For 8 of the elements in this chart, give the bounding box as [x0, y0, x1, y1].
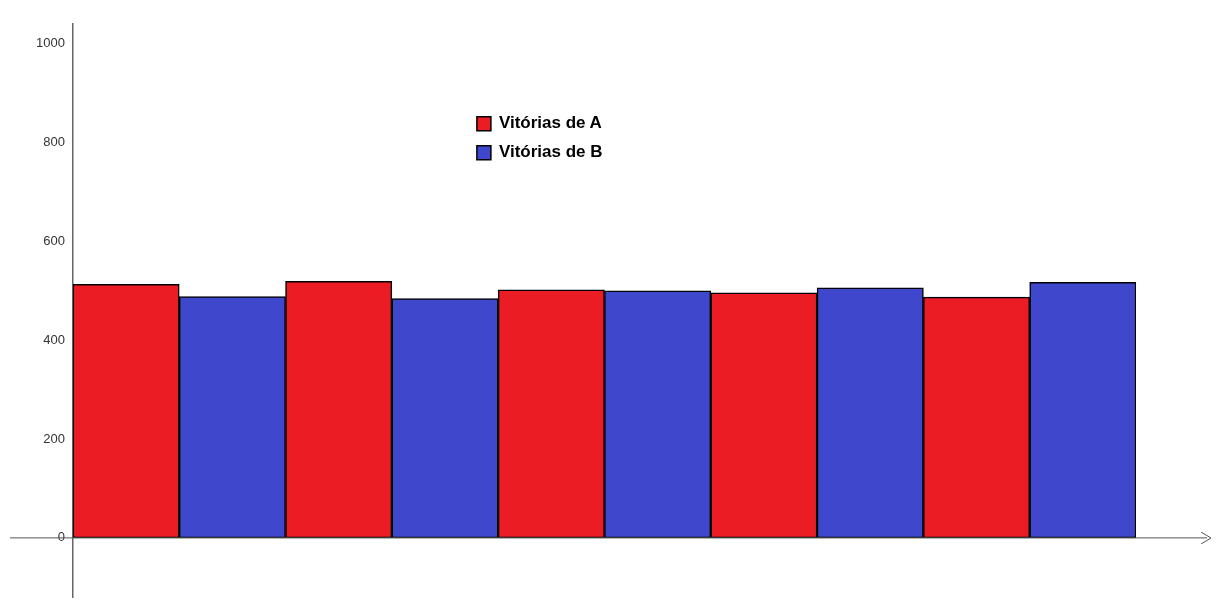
y-tick-label: 400 [43, 331, 65, 347]
legend-label: Vitórias de A [498, 113, 602, 133]
y-tick-label: 600 [43, 232, 65, 248]
y-tick-label: 1000 [36, 35, 65, 51]
y-tick-label: 800 [43, 134, 65, 150]
y-tick-label: 0 [57, 529, 65, 545]
legend-label: Vitórias de B [498, 142, 603, 162]
y-tick-label: 200 [43, 430, 65, 446]
